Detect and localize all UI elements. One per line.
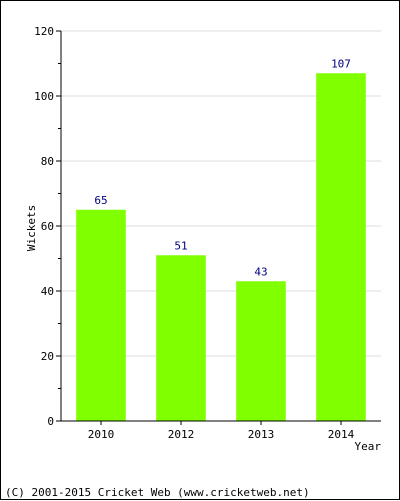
data-labels: 65 51 43 107: [94, 57, 351, 278]
data-label: 107: [331, 57, 351, 70]
x-axis-label: Year: [355, 440, 382, 453]
data-label: 65: [94, 194, 107, 207]
x-tick-label: 2013: [248, 428, 275, 441]
data-label: 51: [174, 239, 187, 252]
bar: [236, 281, 286, 421]
bar: [316, 73, 366, 421]
x-tick-label: 2010: [88, 428, 115, 441]
y-tick-label: 20: [41, 350, 54, 363]
y-tick-label: 100: [34, 90, 54, 103]
x-tick-label: 2012: [168, 428, 195, 441]
y-tick-label: 40: [41, 285, 54, 298]
y-tick-label: 120: [34, 25, 54, 38]
x-tick-label: 2014: [328, 428, 355, 441]
bars: [76, 73, 366, 421]
y-axis-label: Wickets: [25, 205, 38, 251]
y-tick-label: 0: [47, 415, 54, 428]
data-label: 43: [254, 265, 267, 278]
bar: [76, 209, 126, 421]
y-tick-label: 80: [41, 155, 54, 168]
y-ticks: 0 20 40 60 80 100 120: [34, 25, 61, 428]
y-tick-label: 60: [41, 220, 54, 233]
copyright-footer: (C) 2001-2015 Cricket Web (www.cricketwe…: [5, 486, 310, 499]
bar: [156, 255, 206, 421]
x-ticks: 2010 2012 2013 2014: [88, 421, 355, 441]
